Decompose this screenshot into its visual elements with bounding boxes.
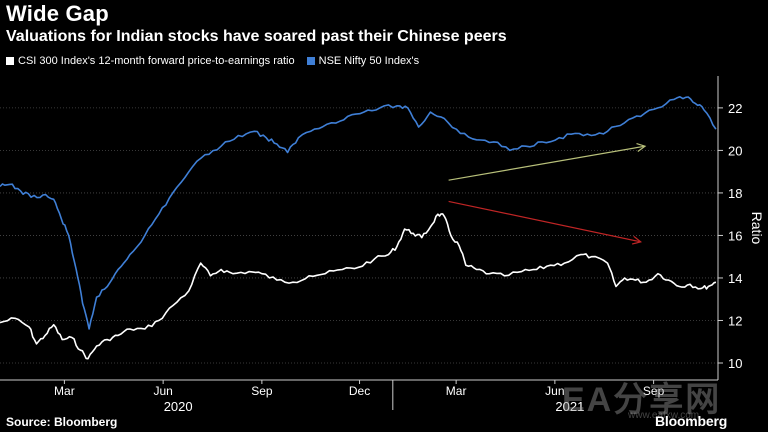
arrow-up-line (448, 145, 646, 181)
legend-swatch-csi (6, 57, 14, 65)
y-tick-label: 12 (728, 313, 742, 328)
year-label: 2020 (164, 399, 193, 414)
y-tick-label: 18 (728, 186, 742, 201)
y-tick-label: 14 (728, 271, 742, 286)
y-tick-label: 22 (728, 101, 742, 116)
chart-subtitle: Valuations for Indian stocks have soared… (6, 28, 507, 45)
x-tick-label: Jun (545, 384, 564, 398)
legend-label-nifty: NSE Nifty 50 Index's (318, 55, 420, 67)
legend-swatch-nifty (306, 57, 315, 65)
x-tick-label: Jun (153, 384, 172, 398)
legend-item-nifty: NSE Nifty 50 Index's (306, 55, 420, 67)
y-axis-label: Ratio (749, 212, 765, 245)
source-note: Source: Bloomberg (6, 415, 118, 429)
legend-item-csi: CSI 300 Index's 12-month forward price-t… (6, 55, 295, 67)
y-tick-label: 20 (728, 143, 742, 158)
watermark-text: EA分享网 (562, 381, 722, 419)
x-tick-label: Mar (446, 384, 467, 398)
x-tick-label: Mar (54, 384, 75, 398)
x-tick-label: Dec (349, 384, 370, 398)
arrow-down-head (631, 235, 643, 245)
brand-logo: Bloomberg (655, 413, 728, 429)
arrow-down-line (448, 200, 641, 243)
series-line-nifty50 (0, 96, 717, 330)
x-tick-label: Sep (251, 384, 273, 398)
legend: CSI 300 Index's 12-month forward price-t… (6, 55, 431, 67)
watermark-url: www.eafxw.com (628, 410, 700, 421)
y-tick-label: 10 (728, 356, 742, 371)
x-tick-label: Sep (643, 384, 665, 398)
series-line-csi300 (0, 213, 717, 360)
arrow-up-head (636, 143, 647, 152)
legend-label-csi: CSI 300 Index's 12-month forward price-t… (18, 55, 295, 67)
y-tick-label: 16 (728, 228, 742, 243)
chart-title: Wide Gap (6, 1, 109, 26)
year-label: 2021 (555, 399, 584, 414)
